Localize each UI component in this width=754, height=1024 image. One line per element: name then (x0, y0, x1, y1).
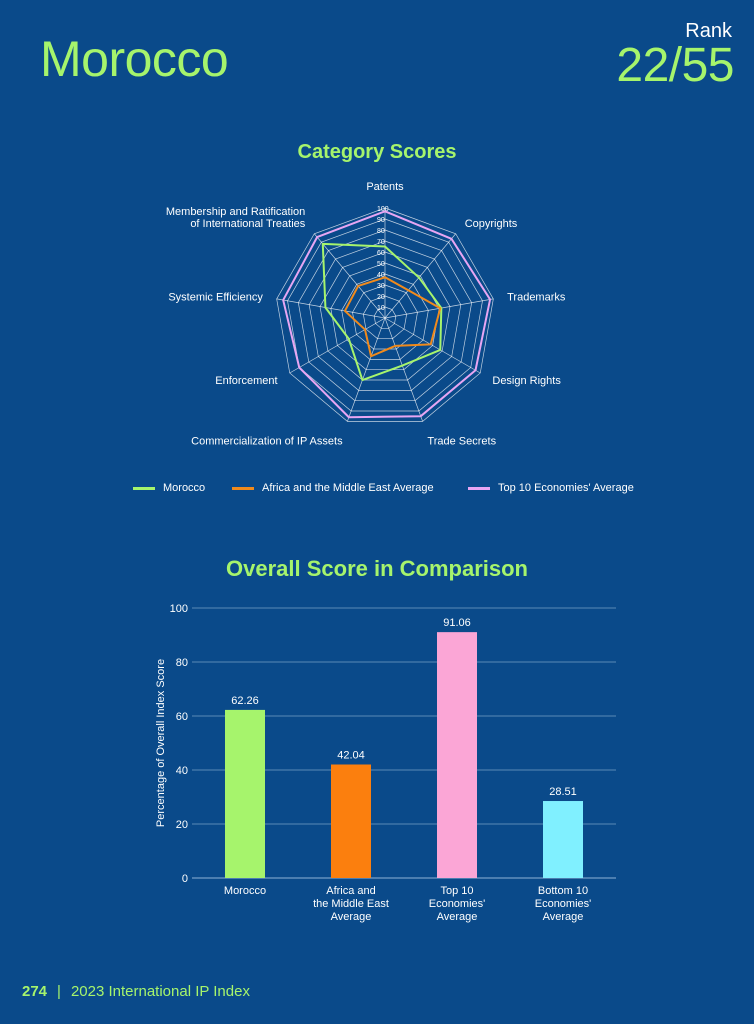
bar-value-label: 42.04 (337, 749, 365, 761)
rank-label: Rank (685, 20, 732, 42)
radar-tick-label: 70 (377, 239, 385, 246)
radar-tick-label: 40 (377, 272, 385, 279)
radar-chart: 10 20 30 40 50 60 70 80 90 100 Patents Copyrights Tr… (166, 181, 566, 448)
legend-item-africa-me: Africa and the Middle East Average (232, 482, 434, 494)
footer-title: 2023 International IP Index (70, 983, 250, 1000)
radar-tick-label: 80 (377, 228, 385, 235)
radar-tick-label: 20 (377, 294, 385, 301)
radar-axis-label: Design Rights (492, 375, 561, 387)
radar-chart-title: Category Scores (297, 141, 457, 163)
bar-y-tick-label: 0 (182, 873, 188, 885)
radar-axis-label: Systemic Efficiency (168, 291, 263, 303)
bar-y-tick-label: 80 (176, 657, 188, 669)
radar-spoke (276, 298, 386, 319)
bar-chart-title: Overall Score in Comparison (226, 556, 528, 581)
radar-grid-ring (287, 218, 483, 412)
bar-y-tick-label: 100 (170, 603, 188, 615)
radar-series-0 (321, 242, 443, 382)
bar-category-label: Morocco (224, 885, 266, 897)
bar (331, 764, 371, 878)
radar-tick-label: 50 (377, 261, 385, 268)
bar-category-label: Economies' (535, 898, 592, 910)
bar-category-label: the Middle East (313, 898, 389, 910)
radar-spoke (384, 317, 481, 374)
bar (225, 709, 265, 878)
radar-grid-ring (319, 251, 451, 381)
bar-value-label: 62.26 (231, 695, 259, 707)
bar-y-tick-label: 40 (176, 765, 188, 777)
bar-category-label: Average (437, 911, 478, 923)
radar-grid-ring (308, 240, 462, 391)
radar-spoke (347, 317, 386, 422)
radar-axis-label: of International Treaties (190, 218, 305, 230)
bar-value-label: 28.51 (549, 786, 577, 798)
legend-swatch (133, 486, 155, 490)
radar-axis-label: Copyrights (465, 218, 518, 230)
radar-grid-ring (297, 229, 473, 402)
legend-swatch (468, 486, 490, 490)
radar-grid-ring (362, 295, 408, 340)
page-number: 274 (22, 983, 48, 1000)
radar-grid-ring (352, 284, 418, 350)
radar-series-1 (343, 276, 442, 358)
bar-category-label: Bottom 10 (538, 885, 588, 897)
radar-tick-label: 10 (377, 305, 385, 312)
radar-axis-label: Enforcement (215, 375, 277, 387)
footer: 274 | 2023 International IP Index (22, 983, 250, 1000)
radar-grid-ring (276, 207, 494, 422)
bar-category-label: Africa and (326, 885, 376, 897)
legend-label: Africa and the Middle East Average (262, 482, 434, 494)
radar-tick-label: 30 (377, 283, 385, 290)
legend-swatch (232, 486, 254, 490)
radar-axis-label: Patents (366, 181, 404, 193)
bar (543, 801, 583, 878)
bar-category-label: Top 10 (440, 885, 473, 897)
radar-tick-label: 100 (377, 206, 389, 213)
radar-tick-label: 90 (377, 217, 385, 224)
bar-y-tick-label: 60 (176, 711, 188, 723)
radar-axis-label: Membership and Ratification (166, 206, 305, 218)
radar-spoke (314, 233, 386, 319)
bar-category-label: Average (543, 911, 584, 923)
bar-y-axis-label: Percentage of Overall Index Score (155, 659, 167, 827)
bar-category-label: Average (331, 911, 372, 923)
radar-spoke (384, 233, 456, 319)
radar-axis-label: Trademarks (507, 291, 566, 303)
country-title: Morocco (40, 31, 229, 87)
legend-label: Morocco (163, 482, 206, 494)
bar-value-label: 91.06 (443, 617, 471, 629)
bar-category-label: Economies' (429, 898, 486, 910)
legend-item-morocco: Morocco (133, 482, 205, 494)
radar-tick-label: 60 (377, 250, 385, 257)
legend-label: Top 10 Economies' Average (498, 482, 634, 494)
footer-separator: | (57, 983, 61, 1000)
radar-axis-label: Commercialization of IP Assets (191, 436, 343, 448)
radar-grid-ring (373, 306, 397, 329)
radar-series-2 (282, 210, 492, 419)
radar-axis-label: Trade Secrets (427, 436, 496, 448)
bar-y-tick-label: 20 (176, 819, 188, 831)
bar-chart: 0 20 40 60 80 100 Percentage of Overall Index … (155, 603, 616, 923)
radar-spoke (384, 317, 423, 422)
rank-value: 22/55 (616, 39, 734, 92)
legend-item-top10: Top 10 Economies' Average (468, 482, 634, 494)
bar (437, 632, 477, 878)
radar-spoke (289, 317, 386, 374)
